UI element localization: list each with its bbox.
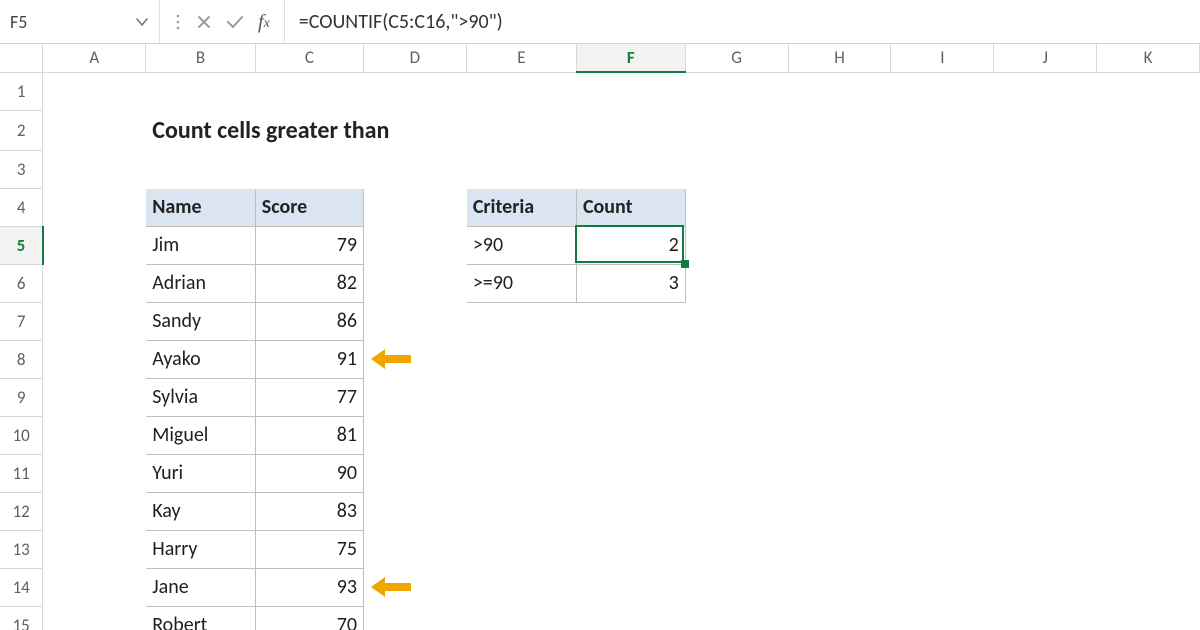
col-A[interactable]: A: [43, 44, 146, 72]
row-1[interactable]: 1: [0, 72, 43, 110]
hdr-criteria[interactable]: Criteria: [466, 188, 576, 226]
selected-cell[interactable]: 2: [576, 226, 685, 264]
table-row[interactable]: 93: [255, 568, 363, 606]
formula-text: =COUNTIF(C5:C16,">90"): [299, 10, 503, 34]
row-2[interactable]: 2: [0, 110, 43, 150]
table-row[interactable]: Miguel: [146, 416, 256, 454]
arrow-left-icon: [369, 575, 413, 599]
formula-bar: F5 fx =COUNTIF(C5:C16,">90"): [0, 0, 1200, 44]
col-I[interactable]: I: [891, 44, 994, 72]
col-K[interactable]: K: [1097, 44, 1200, 72]
page-title: Count cells greater than: [146, 110, 467, 150]
row-12[interactable]: 12: [0, 492, 43, 530]
col-D[interactable]: D: [363, 44, 466, 72]
confirm-check-icon[interactable]: [226, 14, 244, 30]
table-row[interactable]: Adrian: [146, 264, 256, 302]
table-row[interactable]: 90: [255, 454, 363, 492]
hdr-name[interactable]: Name: [146, 188, 256, 226]
table-row[interactable]: 91: [255, 340, 363, 378]
table-row[interactable]: 79: [255, 226, 363, 264]
row-5[interactable]: 5: [0, 226, 43, 264]
hdr-count[interactable]: Count: [576, 188, 685, 226]
table-row[interactable]: Sandy: [146, 302, 256, 340]
col-E[interactable]: E: [466, 44, 576, 72]
table-row[interactable]: Jim: [146, 226, 256, 264]
table-row[interactable]: Ayako: [146, 340, 256, 378]
formula-input[interactable]: =COUNTIF(C5:C16,">90"): [285, 0, 1200, 43]
select-all-corner[interactable]: [0, 44, 43, 72]
table-row[interactable]: 81: [255, 416, 363, 454]
row-7[interactable]: 7: [0, 302, 43, 340]
row-10[interactable]: 10: [0, 416, 43, 454]
table-row[interactable]: 86: [255, 302, 363, 340]
col-F[interactable]: F: [576, 44, 685, 72]
name-box-value: F5: [10, 11, 27, 33]
table-row[interactable]: Robert: [146, 606, 256, 630]
table-row[interactable]: >=90: [466, 264, 576, 302]
name-box[interactable]: F5: [0, 0, 160, 43]
row-8[interactable]: 8: [0, 340, 43, 378]
row-14[interactable]: 14: [0, 568, 43, 606]
table-row[interactable]: Sylvia: [146, 378, 256, 416]
table-row[interactable]: 75: [255, 530, 363, 568]
col-G[interactable]: G: [685, 44, 788, 72]
table-row[interactable]: >90: [466, 226, 576, 264]
row-4[interactable]: 4: [0, 188, 43, 226]
table-row[interactable]: 82: [255, 264, 363, 302]
col-C[interactable]: C: [255, 44, 363, 72]
column-header-row: A B C D E F G H I J K: [0, 44, 1200, 72]
chevron-down-icon[interactable]: [135, 15, 149, 29]
dots-icon: [174, 13, 182, 31]
cancel-x-icon[interactable]: [196, 14, 212, 30]
row-15[interactable]: 15: [0, 606, 43, 630]
row-6[interactable]: 6: [0, 264, 43, 302]
col-B[interactable]: B: [146, 44, 256, 72]
formula-bar-icons: fx: [160, 0, 285, 43]
row-9[interactable]: 9: [0, 378, 43, 416]
row-11[interactable]: 11: [0, 454, 43, 492]
table-row[interactable]: 77: [255, 378, 363, 416]
row-13[interactable]: 13: [0, 530, 43, 568]
table-row[interactable]: Jane: [146, 568, 256, 606]
col-H[interactable]: H: [788, 44, 891, 72]
row-3[interactable]: 3: [0, 150, 43, 188]
arrow-left-icon: [369, 347, 413, 371]
col-J[interactable]: J: [994, 44, 1097, 72]
spreadsheet[interactable]: A B C D E F G H I J K 1 2 Count cells gr…: [0, 44, 1200, 630]
table-row[interactable]: Harry: [146, 530, 256, 568]
table-row[interactable]: 83: [255, 492, 363, 530]
table-row[interactable]: 3: [576, 264, 685, 302]
hdr-score[interactable]: Score: [255, 188, 363, 226]
table-row[interactable]: 70: [255, 606, 363, 630]
table-row[interactable]: Yuri: [146, 454, 256, 492]
grid: A B C D E F G H I J K 1 2 Count cells gr…: [0, 44, 1200, 630]
fx-icon[interactable]: fx: [258, 12, 270, 32]
table-row[interactable]: Kay: [146, 492, 256, 530]
